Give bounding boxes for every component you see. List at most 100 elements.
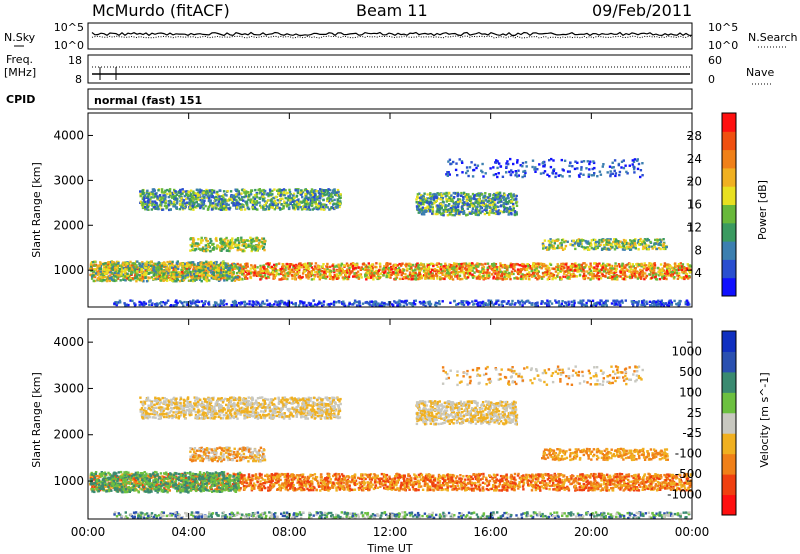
data-cell xyxy=(306,190,309,193)
data-cell xyxy=(164,269,167,272)
data-cell xyxy=(262,271,266,274)
data-cell xyxy=(160,271,163,274)
data-cell xyxy=(527,264,530,268)
data-cell xyxy=(246,191,250,194)
data-cell xyxy=(263,190,266,193)
data-cell xyxy=(267,194,270,198)
data-cell xyxy=(207,267,210,270)
data-cell xyxy=(487,196,490,199)
data-cell xyxy=(617,263,621,266)
data-cell xyxy=(426,197,429,200)
data-cell xyxy=(507,213,510,216)
data-cell xyxy=(126,268,129,271)
data-cell xyxy=(185,269,188,272)
data-cell xyxy=(538,266,542,269)
data-cell xyxy=(146,195,150,198)
data-cell xyxy=(276,202,280,206)
data-cell xyxy=(296,205,299,208)
data-cell xyxy=(291,263,294,266)
data-cell xyxy=(99,270,102,273)
data-cell xyxy=(479,211,482,215)
data-cell xyxy=(329,270,332,273)
data-cell xyxy=(411,277,414,281)
data-cell xyxy=(265,269,269,273)
data-cell xyxy=(543,273,547,277)
data-cell xyxy=(568,271,571,274)
data-cell xyxy=(101,279,104,283)
data-cell xyxy=(161,200,164,203)
data-cell xyxy=(222,277,226,280)
data-cell xyxy=(426,193,429,196)
data-cell xyxy=(513,269,517,272)
data-cell xyxy=(569,264,572,268)
data-cell xyxy=(337,263,340,266)
data-cell xyxy=(505,273,508,277)
data-cell xyxy=(463,201,466,204)
data-cell xyxy=(304,266,308,270)
data-cell xyxy=(188,207,191,211)
data-cell xyxy=(383,268,387,271)
data-cell xyxy=(195,206,198,209)
data-cell xyxy=(264,204,267,207)
freq-unit-label: [MHz] xyxy=(4,66,36,79)
data-cell xyxy=(170,201,173,204)
data-cell xyxy=(215,274,218,278)
data-cell xyxy=(452,272,455,276)
data-cell xyxy=(155,271,158,274)
data-cell xyxy=(418,269,421,272)
nave-label: Nave xyxy=(746,66,774,79)
data-cell xyxy=(513,266,516,269)
data-cell xyxy=(560,277,563,280)
data-cell xyxy=(250,189,253,192)
data-cell xyxy=(292,200,295,203)
data-cell xyxy=(245,190,248,193)
data-cell xyxy=(447,199,451,202)
data-cell xyxy=(336,277,339,280)
data-cell xyxy=(624,266,627,269)
data-cell xyxy=(113,266,117,270)
data-cell xyxy=(313,265,317,268)
data-cell xyxy=(175,275,179,279)
data-cell xyxy=(184,274,187,277)
data-cell xyxy=(103,272,106,276)
data-cell xyxy=(595,274,598,278)
data-cell xyxy=(212,271,215,275)
data-cell xyxy=(448,263,451,266)
data-cell xyxy=(199,266,202,269)
data-cell xyxy=(498,196,501,200)
data-cell xyxy=(322,208,326,211)
data-cell xyxy=(422,267,425,270)
data-cell xyxy=(611,267,615,270)
data-cell xyxy=(460,191,463,195)
data-cell xyxy=(270,265,274,269)
data-cell xyxy=(235,195,239,198)
data-cell xyxy=(647,267,650,271)
data-cell xyxy=(463,276,467,279)
data-cell xyxy=(467,268,470,271)
data-cell xyxy=(300,201,304,204)
data-cell xyxy=(126,274,129,277)
data-cell xyxy=(245,262,248,265)
data-cell xyxy=(566,268,569,271)
data-cell xyxy=(503,193,506,197)
data-cell xyxy=(145,260,149,264)
data-cell xyxy=(245,265,248,269)
data-cell xyxy=(288,265,292,268)
data-cell xyxy=(253,200,256,203)
data-cell xyxy=(248,270,251,273)
data-cell xyxy=(338,274,341,277)
data-cell xyxy=(671,266,674,269)
data-cell xyxy=(436,262,439,265)
data-cell xyxy=(548,269,551,272)
data-cell xyxy=(125,277,128,280)
data-cell xyxy=(641,275,645,278)
data-cell xyxy=(613,277,617,280)
data-cell xyxy=(122,270,125,273)
data-cell xyxy=(239,264,242,267)
data-cell xyxy=(495,205,498,208)
data-cell xyxy=(211,273,214,277)
data-cell xyxy=(468,205,471,208)
data-cell xyxy=(503,275,506,279)
data-cell xyxy=(340,262,344,266)
data-cell xyxy=(429,201,432,204)
